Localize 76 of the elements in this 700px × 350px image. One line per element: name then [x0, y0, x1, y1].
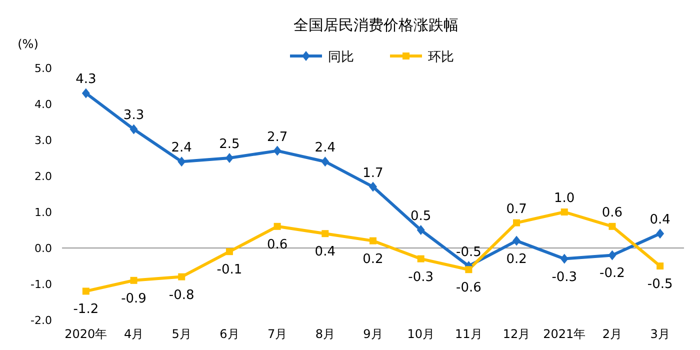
data-label: 0.6 — [266, 237, 288, 252]
data-label: -0.3 — [552, 270, 578, 285]
point — [417, 255, 424, 262]
y-tick-label: -1.0 — [30, 278, 52, 291]
data-label: -0.3 — [408, 270, 434, 285]
data-label: 0.2 — [506, 252, 527, 267]
y-tick-label: 1.0 — [34, 206, 52, 219]
data-label: 0.4 — [314, 244, 336, 260]
data-label: 0.5 — [410, 209, 432, 224]
data-label: 0.7 — [506, 202, 527, 217]
point — [465, 266, 472, 274]
x-tick-label: 11月 — [455, 327, 482, 341]
point — [274, 222, 281, 230]
point — [130, 124, 138, 134]
data-label: 0.6 — [602, 205, 623, 220]
data-label: -0.5 — [456, 245, 482, 260]
x-tick-label: 3月 — [650, 327, 670, 341]
data-label: -0.1 — [216, 262, 242, 278]
data-label: -0.5 — [647, 277, 673, 292]
point — [82, 88, 90, 98]
legend-label: 环比 — [428, 50, 454, 65]
point — [608, 250, 616, 260]
legend-label: 同比 — [328, 50, 354, 65]
data-label: 4.3 — [76, 72, 96, 88]
point — [370, 237, 376, 244]
point — [178, 156, 186, 167]
y-tick-label: 5.0 — [34, 62, 52, 75]
point — [608, 222, 616, 230]
x-tick-label: 9月 — [363, 327, 383, 341]
chart-title: 全国居民消费价格涨跌幅 — [294, 16, 458, 34]
data-label: 3.3 — [123, 108, 144, 124]
y-tick-label: 3.0 — [34, 134, 52, 147]
x-tick-label: 7月 — [267, 327, 288, 341]
point — [656, 228, 664, 239]
x-tick-label: 12月 — [502, 327, 530, 341]
data-label: -1.2 — [73, 302, 99, 318]
data-label: -0.2 — [600, 266, 625, 282]
point — [321, 156, 330, 167]
point — [130, 276, 138, 284]
data-label: 1.0 — [554, 191, 575, 206]
point — [178, 273, 186, 280]
y-tick-label: 0.0 — [34, 242, 52, 255]
data-label: 1.7 — [362, 166, 384, 181]
x-tick-label: 8月 — [315, 327, 335, 341]
data-label: 2.5 — [219, 137, 240, 152]
point — [560, 208, 568, 216]
point — [656, 262, 664, 270]
point — [560, 254, 568, 264]
x-tick-label: 5月 — [172, 327, 192, 341]
point — [416, 225, 425, 235]
point — [322, 230, 329, 238]
point — [512, 236, 521, 246]
x-tick-label: 2020年 — [64, 327, 108, 341]
data-label: -0.9 — [121, 291, 146, 306]
data-label: 0.2 — [362, 252, 384, 267]
data-label: 2.4 — [314, 140, 336, 156]
point — [225, 153, 234, 163]
y-tick-label: -2.0 — [30, 314, 52, 327]
y-axis-title: (%) — [18, 37, 38, 51]
data-label: -0.6 — [456, 280, 482, 296]
y-tick-label: 4.0 — [34, 98, 52, 111]
x-tick-label: 2月 — [602, 327, 622, 341]
y-tick-label: 2.0 — [34, 170, 52, 183]
point — [226, 248, 233, 256]
x-tick-label: 4月 — [124, 327, 144, 341]
x-tick-label: 2021年 — [543, 327, 586, 341]
data-label: -0.8 — [168, 288, 194, 303]
x-tick-label: 10月 — [407, 327, 434, 341]
point — [82, 288, 90, 295]
data-label: 2.7 — [266, 130, 288, 145]
point — [369, 182, 377, 192]
x-tick-label: 6月 — [220, 327, 240, 341]
data-label: 2.4 — [171, 140, 192, 156]
point — [273, 146, 282, 156]
point — [513, 219, 520, 226]
data-label: 0.4 — [650, 212, 670, 228]
